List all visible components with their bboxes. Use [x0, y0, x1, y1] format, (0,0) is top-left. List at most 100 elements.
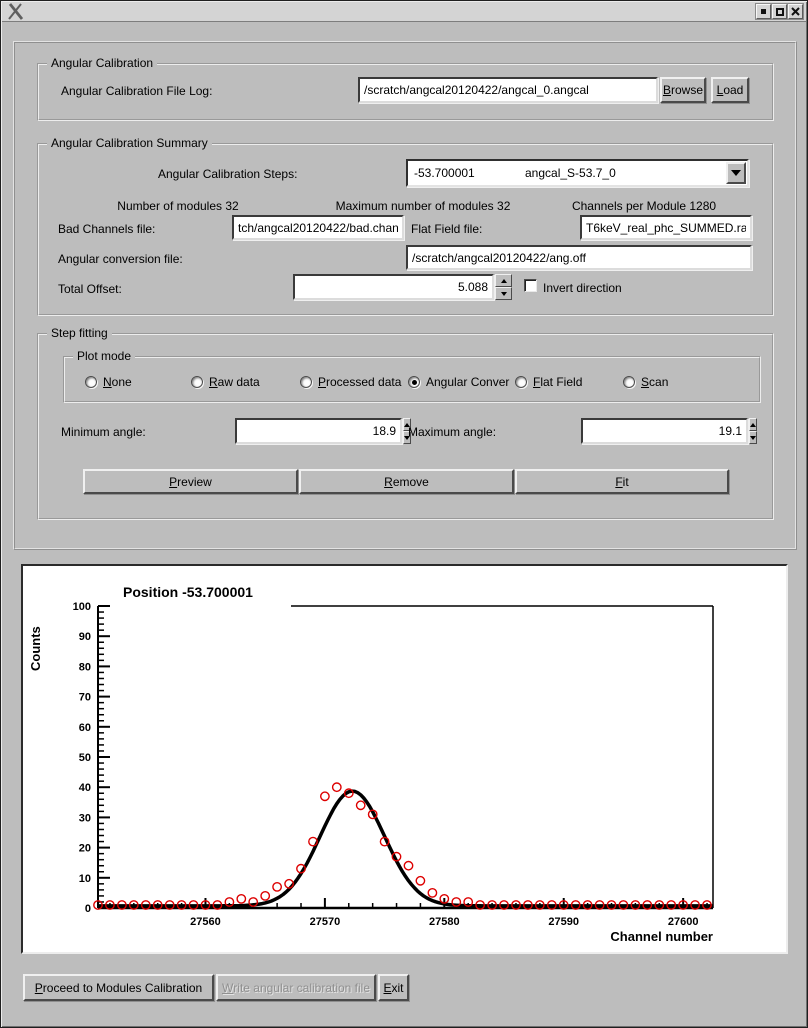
svg-text:27570: 27570	[310, 916, 341, 928]
data-point	[272, 881, 283, 892]
data-point	[666, 900, 677, 910]
data-point	[117, 900, 127, 910]
steps-combobox[interactable]: -53.700001 angcal_S-53.7_0	[406, 159, 749, 187]
svg-text:70: 70	[79, 692, 91, 704]
data-point	[391, 851, 402, 862]
data-point	[606, 900, 617, 910]
min-angle-spinbox	[235, 418, 411, 444]
data-point	[522, 900, 533, 910]
ang-conversion-label: Angular conversion file:	[58, 252, 183, 266]
data-point	[343, 788, 354, 799]
data-point	[296, 863, 306, 874]
svg-text:50: 50	[79, 752, 91, 764]
data-point	[260, 890, 271, 901]
titlebar[interactable]	[2, 2, 806, 22]
minimize-button[interactable]	[756, 4, 771, 19]
close-button[interactable]	[788, 4, 803, 19]
data-point	[164, 900, 175, 910]
plot-mode-group: Plot mode None Raw data Processed data A…	[63, 349, 761, 403]
min-angle-input[interactable]	[235, 418, 402, 444]
maximize-button[interactable]	[772, 4, 787, 19]
data-point	[140, 900, 151, 910]
svg-text:40: 40	[79, 782, 91, 794]
spin-up-button[interactable]	[495, 274, 512, 287]
spin-down-button[interactable]	[749, 431, 757, 444]
data-point	[558, 900, 569, 910]
svg-text:27580: 27580	[429, 916, 460, 928]
data-point	[403, 860, 414, 871]
num-modules-label: Number of modules 32	[117, 199, 239, 213]
radio-none[interactable]: None	[85, 375, 132, 389]
data-point	[284, 878, 294, 889]
channels-per-module-label: Channels per Module 1280	[571, 199, 717, 213]
total-offset-input[interactable]	[293, 274, 494, 300]
max-angle-label: Maximum angle:	[408, 425, 497, 439]
ang-conversion-input[interactable]	[406, 245, 752, 270]
radio-icon	[191, 376, 203, 388]
total-offset-spinbox	[293, 274, 512, 300]
angular-calibration-group: Angular Calibration Angular Calibration …	[37, 56, 774, 121]
triangle-down-icon	[500, 291, 507, 296]
minimize-icon	[761, 9, 766, 14]
svg-text:20: 20	[79, 843, 91, 855]
file-log-label: Angular Calibration File Log:	[61, 84, 213, 98]
triangle-down-icon	[404, 435, 410, 440]
bad-channels-label: Bad Channels file:	[58, 222, 156, 236]
y-axis-label: Counts	[28, 626, 43, 671]
data-point	[200, 900, 211, 910]
data-point	[355, 800, 366, 811]
spin-up-button[interactable]	[749, 418, 757, 431]
fit-curve	[98, 789, 713, 908]
step-fitting-group: Step fitting Plot mode None Raw data Pro…	[37, 326, 774, 520]
data-point	[534, 900, 545, 910]
data-point	[188, 900, 199, 910]
data-point	[212, 900, 223, 910]
radio-angular-conversion[interactable]: Angular Conver	[408, 375, 509, 389]
data-point	[236, 893, 247, 904]
data-point	[224, 897, 235, 907]
steps-label: Angular Calibration Steps:	[158, 167, 298, 181]
radio-raw-data[interactable]: Raw data	[191, 375, 260, 389]
plot-title: Position -53.700001	[123, 584, 253, 600]
spin-down-button[interactable]	[495, 287, 512, 300]
max-modules-label: Maximum number of modules 32	[335, 199, 511, 213]
data-point	[451, 897, 462, 907]
file-log-input[interactable]	[358, 77, 658, 103]
flat-field-input[interactable]	[580, 215, 752, 240]
triangle-down-icon	[750, 435, 756, 440]
radio-icon	[85, 376, 97, 388]
triangle-up-icon	[404, 422, 410, 427]
max-angle-input[interactable]	[581, 418, 748, 444]
svg-text:90: 90	[79, 631, 91, 643]
radio-scan[interactable]: Scan	[623, 375, 668, 389]
data-point	[582, 900, 593, 910]
data-point	[511, 900, 521, 910]
radio-flat-field[interactable]: Flat Field	[515, 375, 582, 389]
group-legend: Angular Calibration Summary	[47, 136, 212, 151]
steps-value: -53.700001	[414, 166, 475, 180]
bad-channels-input[interactable]	[232, 215, 404, 240]
data-point	[487, 900, 497, 910]
radio-icon	[300, 376, 312, 388]
invert-direction-checkbox[interactable]	[524, 279, 537, 292]
combo-dropdown-button[interactable]	[726, 162, 746, 184]
data-point	[367, 809, 378, 820]
data-point	[248, 897, 259, 907]
flat-field-label: Flat Field file:	[411, 222, 483, 236]
spin-down-button[interactable]	[403, 431, 411, 444]
spin-up-button[interactable]	[403, 418, 411, 431]
data-point	[690, 900, 700, 910]
radio-icon	[515, 376, 527, 388]
total-offset-label: Total Offset:	[58, 282, 122, 296]
radio-processed-data[interactable]: Processed data	[300, 375, 401, 389]
data-point	[319, 791, 330, 802]
